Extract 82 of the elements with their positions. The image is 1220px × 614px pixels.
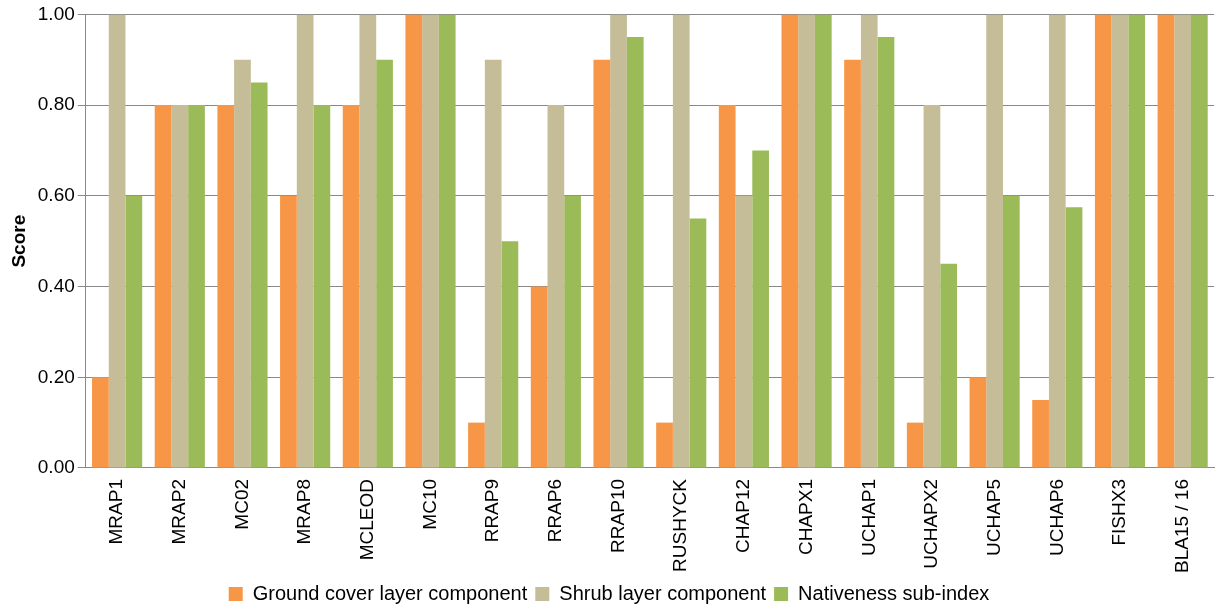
bar bbox=[672, 14, 690, 468]
y-tick-label: 0.20 bbox=[37, 365, 75, 387]
bar bbox=[718, 105, 736, 468]
bar bbox=[860, 14, 878, 468]
legend-label: Shrub layer component bbox=[559, 581, 767, 604]
x-tick-label: MRAP2 bbox=[168, 478, 190, 545]
bar bbox=[877, 37, 895, 468]
bar bbox=[296, 14, 314, 468]
bar bbox=[547, 105, 565, 468]
bar bbox=[438, 14, 456, 468]
bar bbox=[564, 195, 581, 468]
bar bbox=[501, 241, 519, 468]
x-tick-label: UCHAPX2 bbox=[920, 478, 942, 569]
bar bbox=[906, 422, 924, 468]
bar bbox=[1157, 14, 1175, 468]
x-tick-label: UCHAP5 bbox=[982, 478, 1004, 557]
x-tick-label: RRAP9 bbox=[481, 478, 503, 543]
bar bbox=[313, 105, 331, 468]
y-tick-label: 0.40 bbox=[37, 274, 75, 296]
bar bbox=[530, 286, 548, 468]
bar bbox=[814, 14, 832, 468]
x-tick-label: CHAPX1 bbox=[794, 478, 816, 556]
bar bbox=[593, 59, 611, 468]
y-tick-label: 0.80 bbox=[37, 93, 75, 115]
bar bbox=[1174, 14, 1192, 468]
y-tick-label: 0.00 bbox=[37, 456, 75, 478]
bar bbox=[125, 195, 143, 468]
bar bbox=[108, 14, 126, 468]
bar bbox=[923, 105, 941, 468]
bar bbox=[484, 59, 502, 468]
x-tick-label: MC10 bbox=[418, 478, 440, 530]
x-tick-label: RRAP10 bbox=[606, 478, 628, 553]
bar bbox=[752, 150, 769, 468]
bar bbox=[422, 14, 439, 468]
bar bbox=[1128, 14, 1146, 468]
x-tick-label: UCHAP6 bbox=[1045, 478, 1067, 557]
bar bbox=[844, 59, 861, 468]
x-tick-label: MC02 bbox=[230, 478, 252, 530]
x-tick-label: CHAP12 bbox=[732, 478, 754, 553]
bar bbox=[342, 105, 360, 468]
bar bbox=[781, 14, 799, 468]
x-tick-label: RUSHYCK bbox=[669, 478, 691, 572]
legend-label: Ground cover layer component bbox=[252, 581, 528, 604]
bar bbox=[1065, 207, 1083, 468]
bar bbox=[626, 37, 644, 468]
x-tick-label: RRAP6 bbox=[544, 478, 566, 543]
bar bbox=[154, 105, 172, 468]
bar bbox=[1191, 14, 1208, 468]
bar bbox=[1002, 195, 1020, 468]
x-tick-label: MRAP1 bbox=[105, 478, 127, 545]
bar bbox=[1048, 14, 1066, 468]
y-tick-label: 1.00 bbox=[37, 2, 75, 24]
bar bbox=[1094, 14, 1112, 468]
x-tick-label: FISHX3 bbox=[1108, 478, 1130, 546]
bar bbox=[1111, 14, 1129, 468]
bar bbox=[735, 195, 753, 468]
bar bbox=[1032, 399, 1049, 468]
bar bbox=[250, 82, 268, 468]
legend-label: Nativeness sub-index bbox=[798, 581, 990, 604]
bar bbox=[376, 59, 393, 468]
bar bbox=[217, 105, 235, 468]
bar bbox=[689, 218, 707, 468]
bar bbox=[188, 105, 205, 468]
y-tick-label: 0.60 bbox=[37, 184, 75, 206]
bar bbox=[610, 14, 627, 468]
bar bbox=[798, 14, 815, 468]
bar bbox=[969, 377, 987, 468]
bar bbox=[940, 263, 958, 468]
bar bbox=[359, 14, 377, 468]
x-tick-label: BLA15 / 16 bbox=[1170, 478, 1192, 574]
x-tick-label: MCLEOD bbox=[356, 478, 378, 561]
y-axis-title: Score bbox=[7, 214, 29, 268]
bar bbox=[92, 377, 109, 468]
bar bbox=[656, 422, 673, 468]
x-tick-label: MRAP8 bbox=[293, 478, 315, 545]
bar bbox=[280, 195, 297, 468]
x-tick-label: UCHAP1 bbox=[857, 478, 879, 557]
bar bbox=[986, 14, 1003, 468]
bar bbox=[405, 14, 423, 468]
bar bbox=[468, 422, 485, 468]
bar bbox=[234, 59, 251, 468]
bar bbox=[171, 105, 189, 468]
